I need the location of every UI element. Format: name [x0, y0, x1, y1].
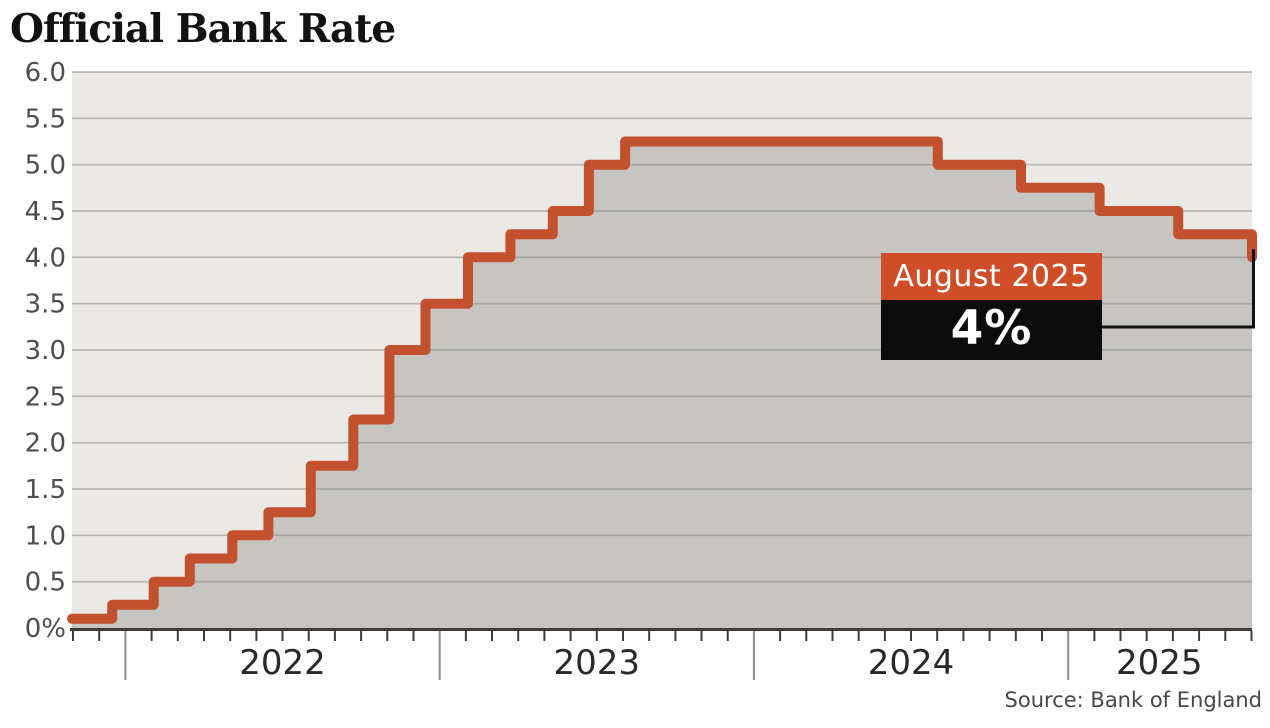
y-tick-label: 5.0	[25, 151, 66, 181]
y-tick-label: 4.5	[25, 197, 66, 227]
annotation-value-box: 4%	[881, 300, 1102, 360]
annotation-callout: August 2025 4%	[881, 253, 1102, 360]
y-tick-label: 1.5	[25, 475, 66, 505]
y-tick-label: 2.5	[25, 382, 66, 412]
x-year-label: 2025	[1116, 643, 1203, 683]
chart-title: Official Bank Rate	[10, 6, 396, 52]
y-tick-label: 1.0	[25, 521, 66, 551]
y-tick-label: 4.0	[25, 243, 66, 273]
x-year-label: 2024	[868, 643, 955, 683]
x-year-label: 2022	[239, 643, 326, 683]
x-year-label: 2023	[554, 643, 641, 683]
y-tick-label: 3.5	[25, 290, 66, 320]
y-tick-label: 3.0	[25, 336, 66, 366]
annotation-connector-line	[1102, 249, 1255, 329]
y-tick-label: 2.0	[25, 429, 66, 459]
y-tick-label: 6.0	[25, 58, 66, 88]
y-tick-label: 5.5	[25, 104, 66, 134]
y-tick-label: 0.5	[25, 568, 66, 598]
y-tick-label: 0%	[25, 614, 66, 644]
source-credit: Source: Bank of England	[1004, 688, 1262, 712]
annotation-date-box: August 2025	[881, 253, 1102, 300]
rate-line	[67, 136, 1257, 624]
